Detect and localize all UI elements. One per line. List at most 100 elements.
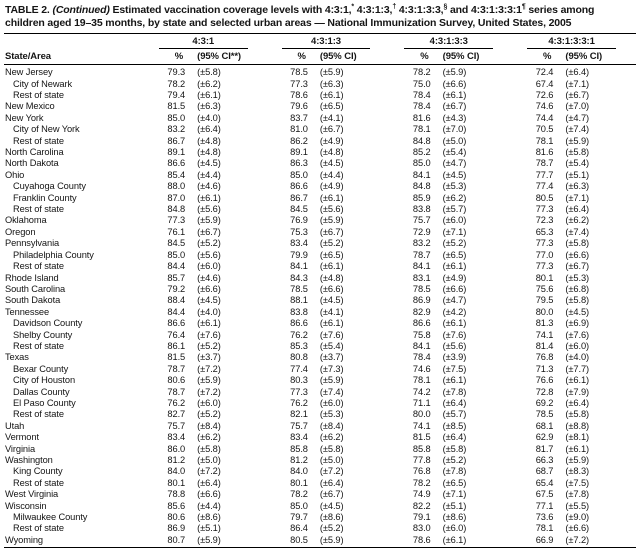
ci-cell: (±6.7) [319, 489, 344, 500]
ci-header-3: (95% CI) [432, 49, 514, 66]
ci-cell: (±5.5) [565, 500, 590, 511]
percent-cell: 86.6 [167, 158, 186, 169]
area-cell: City of Houston [13, 375, 76, 386]
area-cell: Wisconsin [5, 500, 47, 511]
area-cell: South Carolina [5, 283, 66, 294]
ci-cell: (±7.7) [565, 363, 590, 374]
ci-cell: (±7.2) [319, 466, 344, 477]
percent-cell: 85.7 [167, 272, 186, 283]
percent-cell: 86.6 [412, 318, 431, 329]
percent-cell: 78.1 [535, 135, 554, 146]
percent-cell: 66.9 [513, 534, 556, 549]
percent-cell: 79.5 [535, 295, 554, 306]
area-cell: New Mexico [5, 101, 55, 112]
percent-cell: 85.0 [412, 158, 431, 169]
area-cell: Rest of state [13, 477, 64, 488]
percent-cell: 76.2 [290, 329, 308, 340]
percent-cell: 77.3 [290, 78, 308, 89]
percent-cell: 76.2 [290, 397, 308, 408]
percent-cell: 83.1 [412, 272, 431, 283]
table-row: Rest of state 80.1 (±6.4) 80.1 (±6.4) 78.2 (±6… [4, 478, 636, 489]
percent-cell: 73.6 [535, 512, 554, 523]
percent-cell: 83.4 [167, 432, 186, 443]
percent-cell: 85.0 [167, 249, 186, 260]
percent-cell: 84.5 [290, 204, 308, 215]
ci-cell: (±6.5) [442, 249, 467, 260]
percent-cell: 86.6 [290, 318, 308, 329]
percent-cell: 75.6 [535, 283, 554, 294]
area-cell: Texas [5, 352, 29, 363]
ci-cell: (±5.9) [319, 215, 344, 226]
ci-cell: (±6.4) [197, 477, 221, 488]
percent-cell: 88.4 [167, 295, 186, 306]
ci-cell: (±7.1) [565, 78, 590, 89]
ci-cell: (±8.6) [197, 512, 221, 523]
ci-cell: (±6.3) [319, 78, 344, 89]
percent-cell: 80.7 [144, 534, 188, 549]
group-label-431: 4:3:1 [158, 36, 248, 50]
ci-cell: (±5.6) [197, 204, 221, 215]
percent-cell: 81.2 [167, 455, 186, 465]
ci-cell: (±7.1) [442, 489, 467, 500]
ci-cell: (±6.1) [565, 375, 590, 386]
ci-cell: (±4.3) [442, 112, 467, 123]
state-area-header: State/Area [4, 49, 145, 66]
ci-cell: (±4.6) [197, 181, 221, 192]
table-row: Vermont 83.4 (±6.2) 83.4 (±6.2) 81.5 (±6.4) 62.… [4, 432, 636, 443]
ci-cell: (±7.4) [565, 226, 590, 237]
table-row: Texas 81.5 (±3.7) 80.8 (±3.7) 78.4 (±3.9) 76.8 (… [4, 352, 636, 363]
table-row: El Paso County 76.2 (±6.0) 76.2 (±6.0) 71.1 (±… [4, 398, 636, 409]
percent-cell: 71.3 [535, 363, 554, 374]
percent-cell: 88.0 [167, 181, 186, 192]
percent-cell: 86.9 [412, 295, 431, 306]
percent-cell: 76.6 [535, 375, 554, 386]
percent-cell: 84.1 [412, 261, 431, 272]
area-cell: Shelby County [13, 329, 73, 340]
ci-cell: (±7.2) [197, 363, 221, 374]
ci-cell: (±7.6) [319, 329, 344, 340]
ci-cell: (±6.6) [197, 283, 221, 294]
ci-cell: (±5.9) [319, 67, 344, 78]
percent-cell: 77.3 [535, 204, 554, 215]
ci-cell: (±8.3) [565, 466, 590, 477]
table-row: Rest of state 84.4 (±6.0) 84.1 (±6.1) 84.1 (±6… [4, 261, 636, 272]
percent-cell: 84.8 [412, 181, 431, 192]
percent-cell: 65.4 [535, 477, 554, 488]
ci-cell: (±6.3) [565, 181, 590, 192]
ci-cell: (±6.7) [319, 226, 344, 237]
percent-cell: 78.5 [535, 409, 554, 420]
ci-cell: (±6.7) [442, 101, 467, 112]
area-cell: Rest of state [13, 523, 64, 534]
percent-cell: 89.1 [290, 147, 308, 158]
ci-cell: (±4.4) [319, 169, 344, 180]
ci-cell: (±5.2) [319, 523, 344, 534]
ci-cell: (±7.6) [197, 329, 221, 340]
ci-cell: (±8.5) [442, 420, 467, 431]
percent-cell: 80.5 [267, 534, 310, 549]
ci-cell: (±4.4) [197, 500, 221, 511]
percent-cell: 81.6 [535, 147, 554, 158]
area-cell: West Virginia [5, 489, 59, 500]
percent-cell: 86.7 [167, 135, 186, 146]
percent-cell: 78.1 [412, 375, 431, 386]
table-row: King County 84.0 (±7.2) 84.0 (±7.2) 76.8 (±7.8… [4, 466, 636, 477]
ci-cell: (±7.9) [565, 386, 590, 397]
area-cell: Oregon [5, 226, 36, 237]
group-label-43133: 4:3:1:3:3 [404, 36, 494, 50]
ci-cell: (±5.4) [319, 340, 344, 351]
percent-cell: 74.4 [535, 112, 554, 123]
percent-cell: 85.6 [167, 500, 186, 511]
column-header-row: State/Area % (95% CI**) % (95% CI) % (95… [4, 49, 636, 66]
table-row: Philadelphia County 85.0 (±5.6) 79.9 (±6.5) 7… [4, 250, 636, 261]
ci-cell: (±6.4) [197, 124, 221, 135]
group-header-spacer [4, 33, 145, 50]
percent-cell: 83.2 [412, 238, 431, 249]
percent-cell: 71.1 [412, 397, 431, 408]
ci-cell: (±6.1) [565, 443, 590, 454]
ci-cell: (±8.1) [565, 432, 590, 443]
ci-cell: (±3.7) [197, 352, 221, 363]
table-row: South Dakota 88.4 (±4.5) 88.1 (±4.5) 86.9 (±4.… [4, 295, 636, 306]
percent-cell: 77.3 [167, 215, 186, 226]
ci-cell: (±4.1) [319, 306, 344, 317]
